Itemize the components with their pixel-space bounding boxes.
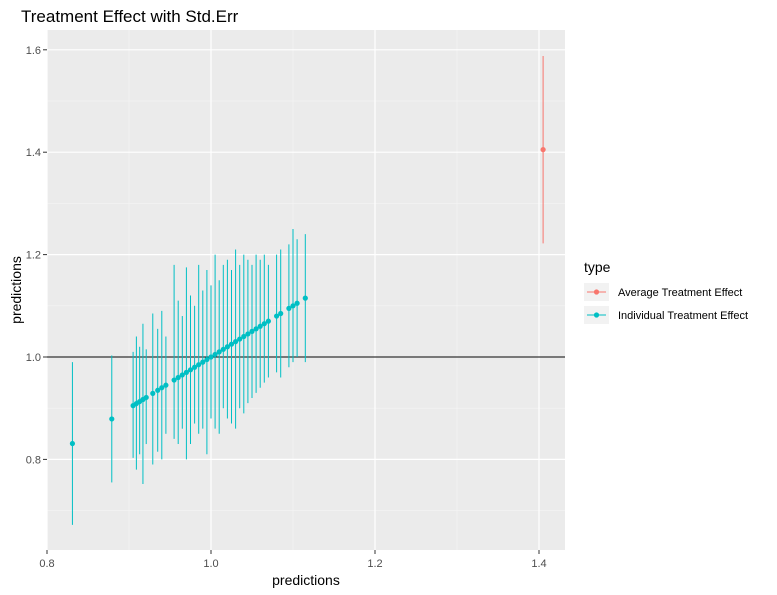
legend: type Average Treatment Effect Individual …: [584, 259, 748, 324]
x-tick-label: 1.0: [203, 558, 218, 570]
y-axis-ticks: 0.8 1.0 1.2 1.4 1.6: [26, 45, 47, 466]
data-point: [196, 362, 202, 368]
data-point: [257, 323, 263, 329]
data-point: [290, 303, 296, 309]
series-average-treatment-effect: [540, 55, 546, 244]
data-point: [143, 394, 149, 401]
data-point: [69, 440, 76, 447]
x-tick-label: 0.8: [39, 558, 54, 570]
data-point: [109, 416, 115, 422]
data-point: [179, 372, 185, 378]
data-point: [200, 359, 206, 365]
data-point: [212, 351, 218, 358]
data-point: [192, 364, 198, 370]
y-axis-label: predictions: [8, 256, 24, 324]
y-tick-label: 1.2: [26, 250, 41, 262]
data-point: [261, 321, 267, 327]
data-point: [286, 305, 292, 311]
data-point: [237, 336, 243, 342]
legend-item: Average Treatment Effect: [584, 283, 742, 301]
series-individual-treatment-effect: [69, 229, 308, 525]
data-point: [253, 326, 259, 332]
data-point: [540, 147, 546, 153]
data-point: [265, 318, 271, 324]
data-point: [171, 377, 177, 383]
plot-panel: [47, 30, 565, 550]
y-tick-label: 1.4: [26, 147, 41, 159]
data-point: [216, 349, 222, 355]
legend-key-icon: [593, 289, 600, 295]
data-point: [187, 367, 194, 373]
y-tick-label: 0.8: [26, 454, 41, 466]
data-point: [249, 328, 255, 334]
legend-label: Individual Treatment Effect: [618, 310, 748, 322]
data-point: [208, 354, 214, 360]
data-point: [175, 374, 181, 381]
x-axis-ticks: 0.8 1.0 1.2 1.4: [39, 550, 547, 570]
x-tick-label: 1.2: [367, 558, 382, 570]
chart-title: Treatment Effect with Std.Err: [21, 7, 239, 26]
y-tick-label: 1.6: [26, 45, 41, 57]
y-tick-label: 1.0: [26, 352, 41, 364]
data-series: [69, 55, 546, 525]
data-point: [150, 390, 156, 396]
x-tick-label: 1.4: [531, 558, 546, 570]
data-point: [233, 339, 239, 345]
legend-label: Average Treatment Effect: [618, 287, 742, 299]
data-point: [163, 382, 169, 388]
data-point: [220, 346, 226, 352]
data-point: [274, 313, 280, 319]
data-point: [302, 295, 308, 301]
data-point: [294, 300, 300, 306]
data-point: [155, 387, 161, 393]
legend-key-icon: [593, 312, 600, 318]
x-axis-label: predictions: [272, 572, 340, 588]
data-point: [159, 385, 165, 391]
legend-title: type: [584, 259, 611, 275]
data-point: [183, 369, 189, 375]
data-point: [228, 341, 235, 347]
data-point: [278, 310, 284, 317]
data-point: [204, 356, 210, 363]
legend-item: Individual Treatment Effect: [584, 306, 748, 324]
data-point: [245, 331, 251, 337]
data-point: [241, 333, 247, 340]
data-point: [224, 344, 230, 350]
